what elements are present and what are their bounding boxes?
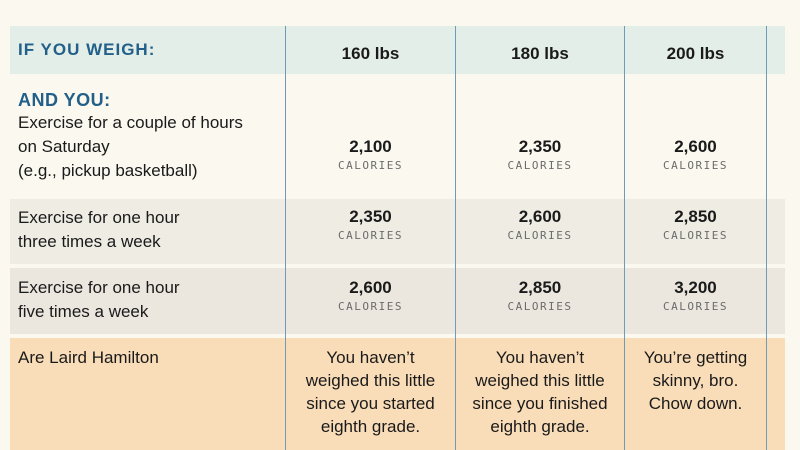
activity-header-label: AND YOU:	[18, 90, 111, 110]
calorie-value: 2,350	[349, 207, 392, 226]
calorie-cell: 2,350 CALORIES	[286, 207, 455, 245]
activity-label: Exercise for one hour three times a week	[18, 208, 180, 251]
column-divider	[285, 26, 286, 450]
weight-column-160: 160 lbs	[341, 44, 400, 63]
calorie-value: 2,100	[349, 137, 392, 156]
row-band-3	[10, 268, 785, 334]
calorie-value: 2,350	[518, 137, 562, 156]
calorie-unit: CALORIES	[507, 300, 573, 313]
activity-label: Exercise for one hour five times a week	[18, 278, 180, 321]
calorie-cell: 2,850 CALORIES	[625, 207, 766, 245]
calorie-unit: CALORIES	[338, 159, 403, 172]
row-band-4	[10, 338, 785, 450]
column-divider	[455, 26, 456, 450]
activity-label: Are Laird Hamilton	[18, 348, 159, 367]
calorie-value: 3,200	[674, 278, 717, 297]
header-band	[10, 26, 785, 74]
calorie-cell: 2,100 CALORIES	[286, 137, 455, 175]
activity-label: Exercise for a couple of hours on Saturd…	[18, 113, 243, 180]
calorie-unit: CALORIES	[663, 300, 728, 313]
column-divider	[624, 26, 625, 450]
calorie-cell: 2,600 CALORIES	[456, 207, 624, 245]
weight-column-200: 200 lbs	[666, 44, 725, 63]
quip-cell: You’re getting skinny, bro. Chow down.	[643, 348, 748, 413]
calorie-value: 2,600	[674, 137, 717, 156]
quip-cell: You haven’t weighed this little since yo…	[305, 348, 436, 436]
calorie-cell: 3,200 CALORIES	[625, 278, 766, 316]
calorie-cell: 2,350 CALORIES	[456, 137, 624, 175]
calorie-unit: CALORIES	[338, 300, 403, 313]
calorie-value: 2,600	[518, 207, 562, 226]
row-band-2	[10, 199, 785, 264]
calorie-cell: 2,850 CALORIES	[456, 278, 624, 316]
calorie-unit: CALORIES	[663, 229, 728, 242]
row-band-1	[10, 79, 785, 195]
calorie-unit: CALORIES	[663, 159, 728, 172]
calorie-unit: CALORIES	[507, 229, 573, 242]
calorie-value: 2,600	[349, 278, 392, 297]
column-divider	[766, 26, 767, 450]
weight-column-180: 180 lbs	[511, 44, 569, 63]
calorie-value: 2,850	[674, 207, 717, 226]
calorie-value: 2,850	[518, 278, 562, 297]
calorie-unit: CALORIES	[507, 159, 573, 172]
calorie-cell: 2,600 CALORIES	[625, 137, 766, 175]
calorie-unit: CALORIES	[338, 229, 403, 242]
quip-cell: You haven’t weighed this little since yo…	[472, 348, 608, 436]
weight-header-label: IF YOU WEIGH:	[18, 40, 156, 59]
calorie-cell: 2,600 CALORIES	[286, 278, 455, 316]
